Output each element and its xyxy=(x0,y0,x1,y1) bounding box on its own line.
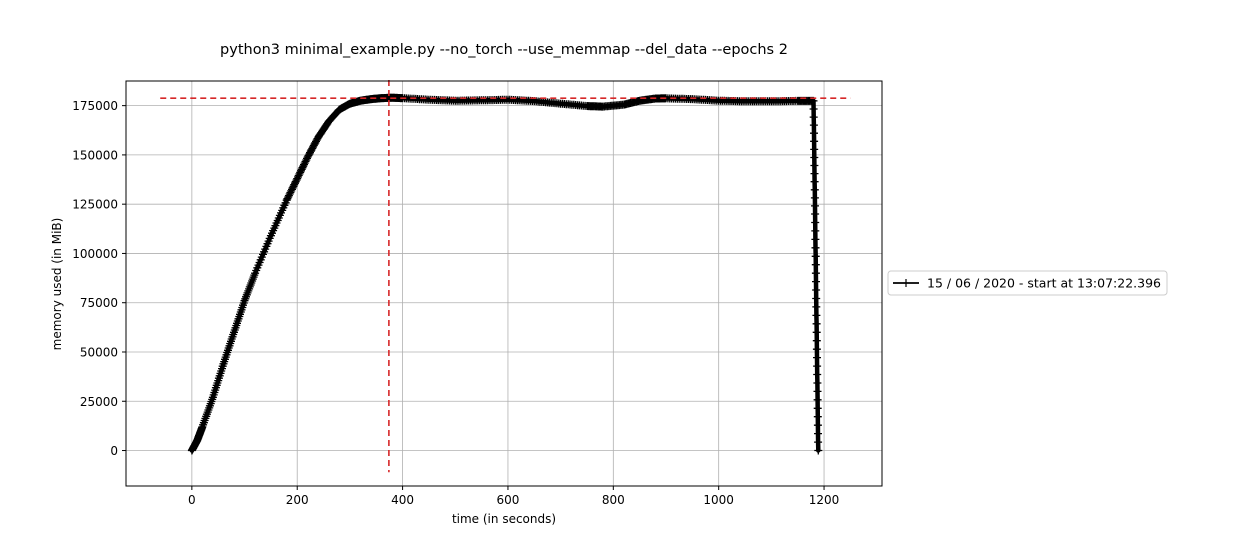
data-point-marker xyxy=(243,288,252,297)
data-point-marker xyxy=(811,252,820,261)
data-point-marker xyxy=(812,336,821,345)
data-point-marker xyxy=(811,218,820,227)
data-point-marker xyxy=(240,296,249,305)
data-point-marker xyxy=(246,281,255,289)
data-point-marker xyxy=(248,277,257,285)
legend: 15 / 06 / 2020 - start at 13:07:22.396 xyxy=(887,270,1168,296)
data-point-marker xyxy=(812,294,821,303)
data-point-marker xyxy=(241,294,250,303)
data-point-marker xyxy=(810,177,819,186)
y-tick-label: 75000 xyxy=(80,296,118,310)
data-point-marker xyxy=(809,121,818,130)
data-point-marker xyxy=(244,286,253,295)
data-point-marker xyxy=(813,395,822,404)
data-point-marker xyxy=(813,370,822,379)
data-point-marker xyxy=(247,279,256,287)
x-tick-label: 1200 xyxy=(809,493,840,507)
data-point-marker xyxy=(810,185,819,194)
data-point-marker xyxy=(814,446,823,455)
data-point-marker xyxy=(809,105,818,113)
data-point-marker xyxy=(811,235,820,244)
x-tick-label: 800 xyxy=(602,493,625,507)
data-point-marker xyxy=(811,269,820,278)
data-point-marker xyxy=(811,201,819,210)
data-point-marker xyxy=(813,353,821,362)
data-point-marker xyxy=(811,210,820,218)
data-point-marker xyxy=(813,362,822,371)
y-tick-label: 175000 xyxy=(72,99,118,113)
data-point-marker xyxy=(811,243,820,252)
data-point-marker xyxy=(813,379,822,387)
data-point-marker xyxy=(812,277,820,286)
data-point-marker xyxy=(810,153,819,162)
plot-area: 0 200 400 600 800 1000 1200 0 25000 50000 75000 100… xyxy=(72,80,883,507)
data-point-marker xyxy=(812,319,821,328)
data-point-marker xyxy=(250,271,259,280)
chart-title: python3 minimal_example.py --no_torch --… xyxy=(220,42,788,58)
data-point-marker xyxy=(812,286,821,294)
data-point-marker xyxy=(811,260,820,269)
data-point-marker xyxy=(809,113,818,122)
data-point-marker xyxy=(812,302,821,311)
data-point-marker xyxy=(814,438,823,447)
y-tick-label: 100000 xyxy=(72,247,118,261)
x-tick-label: 400 xyxy=(391,493,414,507)
legend-entry-label: 15 / 06 / 2020 - start at 13:07:22.396 xyxy=(927,276,1161,291)
x-tick-label: 1000 xyxy=(703,493,734,507)
data-point-marker xyxy=(813,421,822,430)
data-point-marker xyxy=(812,311,821,320)
data-point-marker xyxy=(812,345,821,354)
x-tick-label: 200 xyxy=(286,493,309,507)
data-point-marker xyxy=(245,284,254,293)
y-tick-label: 50000 xyxy=(80,345,118,359)
data-point-marker xyxy=(242,290,251,299)
data-point-marker xyxy=(814,429,822,438)
data-point-marker xyxy=(810,145,819,154)
data-point-marker xyxy=(248,275,257,284)
x-tick-label: 0 xyxy=(188,493,196,507)
data-point-marker xyxy=(810,169,819,178)
data-point-marker xyxy=(813,387,822,396)
x-tick-label: 600 xyxy=(496,493,519,507)
data-point-marker xyxy=(813,404,822,413)
series-markers xyxy=(187,93,823,455)
y-tick-label: 0 xyxy=(110,444,118,458)
data-point-marker xyxy=(242,292,250,301)
data-point-marker xyxy=(245,282,254,291)
legend-frame xyxy=(887,270,1168,296)
data-point-marker xyxy=(810,137,819,146)
data-point-marker xyxy=(810,193,819,202)
axes-frame xyxy=(125,80,883,487)
data-point-marker xyxy=(811,226,820,235)
y-tick-label: 125000 xyxy=(72,198,118,212)
data-point-marker xyxy=(810,129,818,138)
data-point-marker xyxy=(812,328,821,337)
y-axis-label: memory used (in MiB) xyxy=(50,218,64,351)
y-tick-label: 150000 xyxy=(72,148,118,162)
x-axis-label: time (in seconds) xyxy=(452,512,556,526)
y-tick-label: 25000 xyxy=(80,395,118,409)
data-point-marker xyxy=(813,412,822,421)
data-point-marker xyxy=(810,161,819,170)
data-point-marker xyxy=(249,273,258,282)
